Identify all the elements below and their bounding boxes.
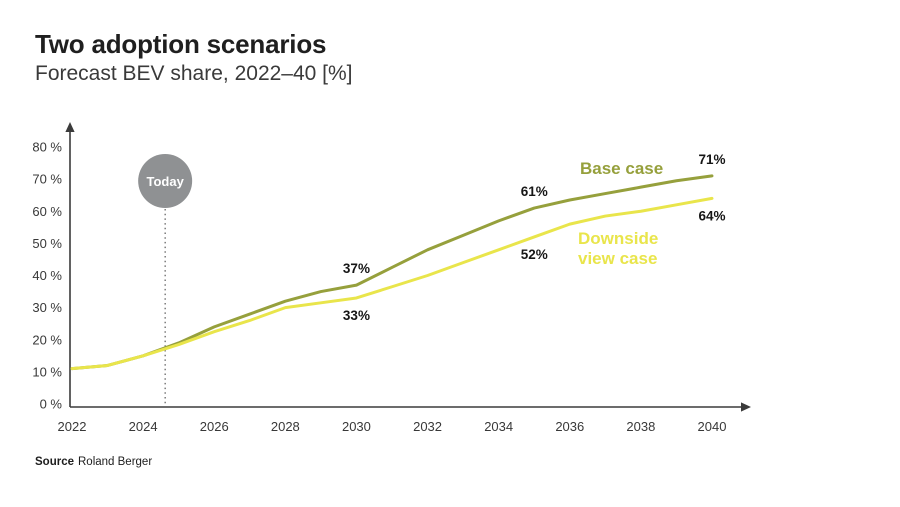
- page-subtitle: Forecast BEV share, 2022–40 [%]: [35, 62, 353, 85]
- series-line-base-case: [70, 174, 714, 371]
- y-tick-label: 70 %: [32, 172, 62, 187]
- source-label: Source: [35, 456, 74, 468]
- data-point-labels: 37% 61% 71% 33% 52% 64%: [343, 152, 726, 323]
- x-tick-label: 2038: [626, 419, 655, 434]
- x-tick-label: 2034: [484, 419, 513, 434]
- x-tick-label: 2028: [271, 419, 300, 434]
- source-value: Roland Berger: [78, 456, 153, 468]
- y-tick-label: 50 %: [32, 236, 62, 251]
- today-circle: [138, 154, 193, 208]
- point-label: 71%: [698, 152, 725, 167]
- y-tick-label: 0 %: [40, 397, 63, 412]
- series-lines: [70, 174, 714, 371]
- y-tick-label: 30 %: [32, 300, 62, 315]
- y-tick-label: 60 %: [32, 204, 62, 219]
- x-tick-label: 2036: [555, 419, 584, 434]
- page-title: Two adoption scenarios: [35, 29, 327, 59]
- x-axis-arrow-icon: [741, 402, 751, 412]
- x-tick-label: 2026: [200, 419, 229, 434]
- today-marker: Today: [138, 154, 193, 406]
- point-label: 64%: [698, 208, 725, 223]
- series-line-downside-view-case: [70, 196, 714, 371]
- axes: [65, 122, 751, 412]
- x-tick-label: 2022: [58, 419, 87, 434]
- x-tick-label: 2030: [342, 419, 371, 434]
- legend-downside-view-case: Downside view case: [578, 229, 659, 268]
- legend-base-case: Base case: [580, 159, 664, 178]
- today-label: Today: [146, 174, 184, 189]
- source-note: Source Roland Berger: [35, 456, 152, 468]
- x-tick-label: 2040: [698, 419, 727, 434]
- point-label: 61%: [521, 184, 548, 199]
- x-tick-label: 2024: [129, 419, 158, 434]
- y-tick-label: 40 %: [32, 268, 62, 283]
- point-label: 37%: [343, 261, 370, 276]
- point-label: 33%: [343, 308, 370, 323]
- y-tick-label: 80 %: [32, 140, 62, 155]
- y-axis-arrow-icon: [65, 122, 75, 132]
- point-label: 52%: [521, 247, 548, 262]
- axis-tick-labels: 0 % 10 % 20 % 30 % 40 % 50 % 60 % 70 % 80 % 2022 2…: [32, 140, 726, 435]
- y-tick-label: 10 %: [32, 364, 62, 379]
- x-tick-label: 2032: [413, 419, 442, 434]
- y-tick-label: 20 %: [32, 332, 62, 347]
